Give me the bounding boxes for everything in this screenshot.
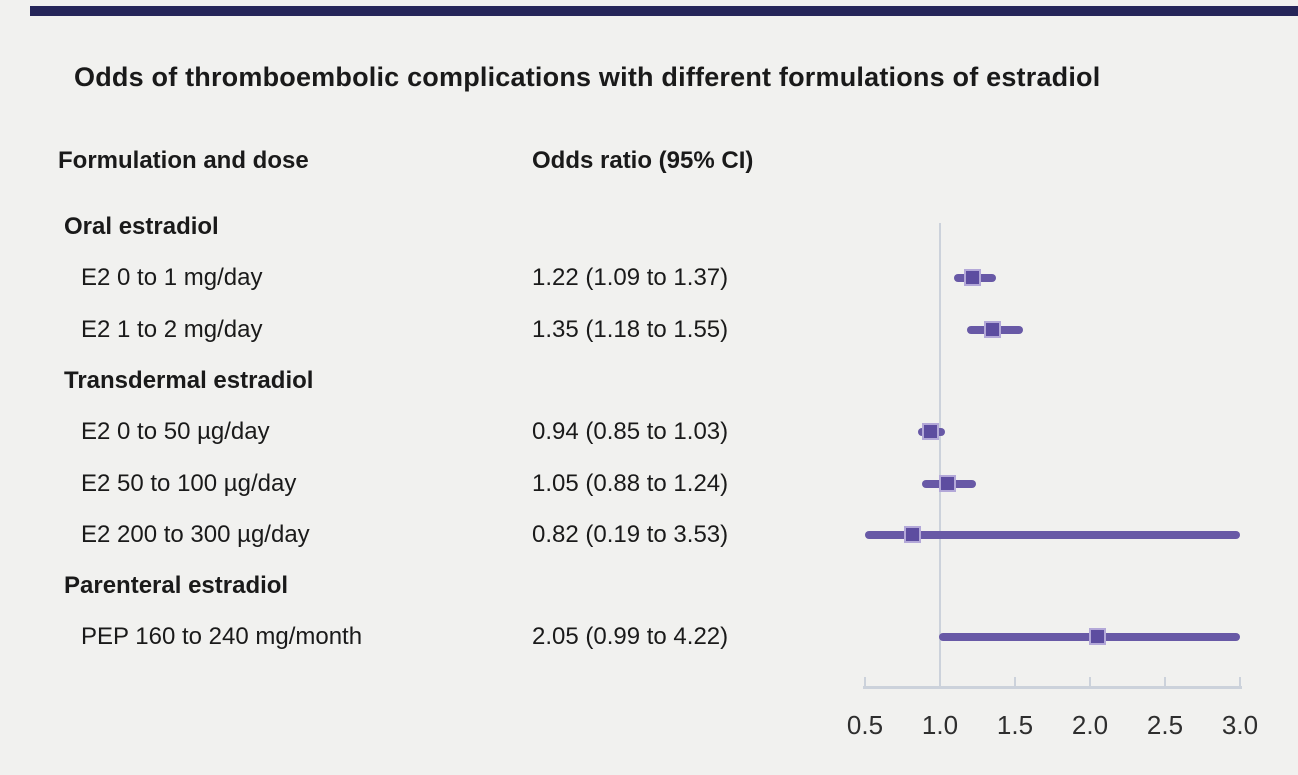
row-label: E2 200 to 300 µg/day xyxy=(81,520,310,548)
odds-ratio-text: 0.82 (0.19 to 3.53) xyxy=(532,520,729,548)
axis-tick-label: 3.0 xyxy=(1221,710,1259,740)
column-header-formulation: Formulation and dose xyxy=(58,147,309,174)
axis-tick xyxy=(863,677,867,686)
x-axis-line xyxy=(863,686,1242,689)
top-rule-bar xyxy=(30,6,1298,16)
axis-tick-label: 1.0 xyxy=(921,710,959,740)
row-label: E2 1 to 2 mg/day xyxy=(81,315,263,343)
row-label: PEP 160 to 240 mg/month xyxy=(81,623,363,651)
figure-title: Odds of thromboembolic complications wit… xyxy=(74,62,1101,92)
group-label: Oral estradiol xyxy=(64,213,219,240)
point-estimate-marker xyxy=(983,320,1001,338)
odds-ratio-text: 2.05 (0.99 to 4.22) xyxy=(532,623,729,651)
axis-tick xyxy=(1088,677,1092,686)
axis-tick xyxy=(1163,677,1167,686)
point-estimate-marker xyxy=(922,423,939,441)
axis-tick-label: 2.5 xyxy=(1146,710,1184,740)
group-label: Parenteral estradiol xyxy=(64,572,289,600)
column-header-odds-ratio: Odds ratio (95% CI) xyxy=(532,147,754,174)
point-estimate-marker xyxy=(964,269,981,287)
point-estimate-marker xyxy=(938,474,956,492)
point-estimate-marker xyxy=(1088,628,1106,646)
axis-tick xyxy=(938,677,942,686)
odds-ratio-text: 1.22 (1.09 to 1.37) xyxy=(532,264,729,292)
group-label: Transdermal estradiol xyxy=(64,366,314,394)
axis-tick-label: 2.0 xyxy=(1071,710,1109,740)
axis-tick-label: 0.5 xyxy=(846,710,884,740)
odds-ratio-text: 1.35 (1.18 to 1.55) xyxy=(532,315,729,343)
row-label: E2 0 to 50 µg/day xyxy=(81,418,270,446)
axis-tick xyxy=(1013,677,1017,686)
point-estimate-marker xyxy=(904,525,921,543)
odds-ratio-text: 0.94 (0.85 to 1.03) xyxy=(532,418,729,446)
row-label: E2 0 to 1 mg/day xyxy=(81,264,263,292)
row-label: E2 50 to 100 µg/day xyxy=(81,469,297,497)
reference-line-1 xyxy=(938,223,942,688)
axis-tick-label: 1.5 xyxy=(996,710,1034,740)
axis-tick xyxy=(1238,677,1242,686)
odds-ratio-text: 1.05 (0.88 to 1.24) xyxy=(532,469,729,497)
ci-line xyxy=(865,530,1240,539)
